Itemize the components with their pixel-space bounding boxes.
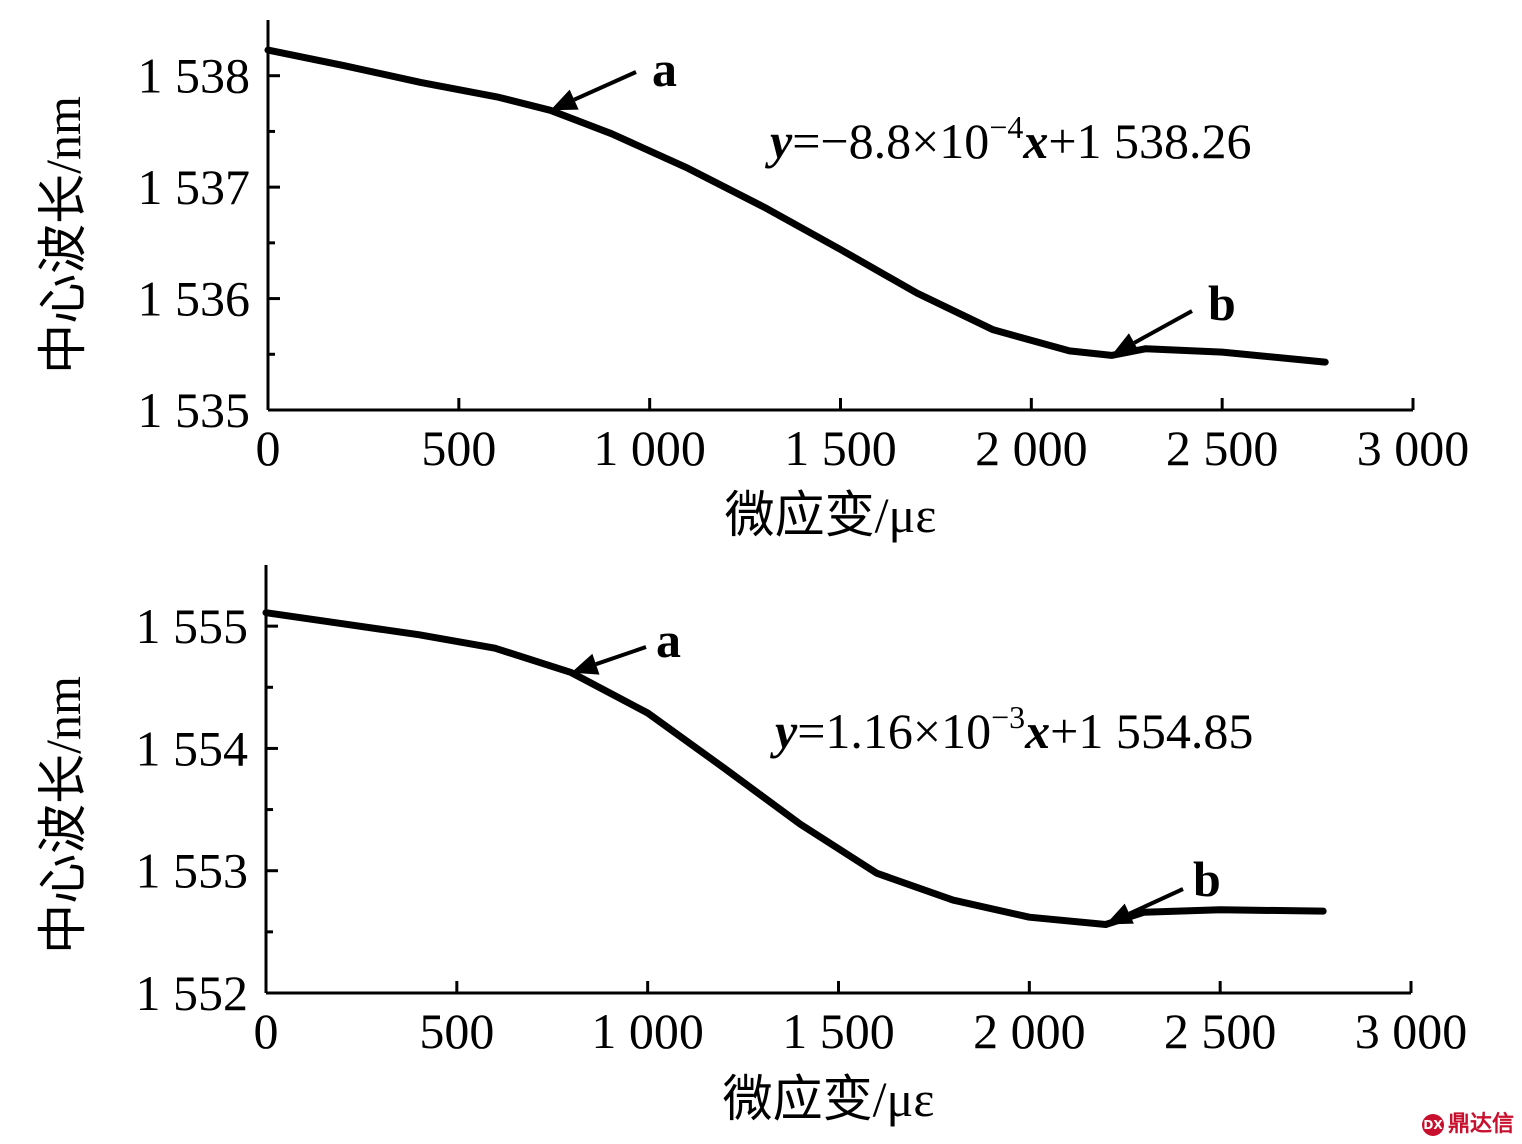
annotation-a: a <box>550 41 677 111</box>
y-tick-label: 1 538 <box>138 48 251 104</box>
annotation-b: b <box>1105 851 1221 925</box>
y-tick-label: 1 555 <box>136 598 249 654</box>
watermark: DX 鼎达信 <box>1421 1106 1514 1138</box>
annotation-a: a <box>571 612 681 675</box>
arrow-head <box>550 89 579 111</box>
annotation-label: b <box>1193 851 1221 907</box>
arrow-shaft <box>595 645 647 667</box>
arrow-shaft <box>573 70 637 102</box>
annotation-label: a <box>652 41 677 97</box>
series-line <box>264 46 1329 366</box>
y-tick-label: 1 552 <box>136 965 249 1021</box>
y-tick-label: 1 554 <box>136 720 249 776</box>
series-line <box>262 609 1327 928</box>
arrow-head <box>1105 903 1134 925</box>
chart-2: 0 500 1 000 1 500 2 000 2 500 3 000 1 552 1 553 1… <box>35 565 1467 1127</box>
x-tick-label: 500 <box>421 420 496 476</box>
arrow-head <box>1111 333 1140 356</box>
annotation-b: b <box>1111 275 1236 356</box>
y-tick-label: 1 553 <box>136 843 249 899</box>
arrow-head <box>571 653 600 675</box>
annotation-label: b <box>1208 275 1236 331</box>
x-tick-label: 1 000 <box>591 1003 704 1059</box>
watermark-logo-icon: DX <box>1421 1114 1444 1136</box>
y-tick-label: 1 535 <box>138 382 251 438</box>
annotation-label: a <box>656 612 681 668</box>
x-tick-label: 0 <box>256 420 281 476</box>
arrow-shaft <box>1128 887 1184 916</box>
fit-equation: y=−8.8×10−4x+1 538.26 <box>765 109 1252 169</box>
chart-1: 0 500 1 000 1 500 2 000 2 500 3 000 1 535 1 536 1… <box>35 20 1469 543</box>
x-tick-label: 3 000 <box>1357 420 1470 476</box>
x-tick-label: 2 500 <box>1166 420 1279 476</box>
x-tick-label: 2 500 <box>1164 1003 1277 1059</box>
x-axis-title: 微应变/με <box>725 487 937 543</box>
x-axis-title: 微应变/με <box>723 1071 935 1127</box>
fit-equation: y=1.16×10−3x+1 554.85 <box>770 699 1253 759</box>
x-tick-label: 1 500 <box>782 1003 895 1059</box>
y-axis-title: 中心波长/nm <box>35 96 91 374</box>
x-tick-label: 2 000 <box>973 1003 1086 1059</box>
arrow-shaft <box>1133 309 1193 345</box>
watermark-text: 鼎达信 <box>1447 1112 1514 1137</box>
x-tick-label: 2 000 <box>975 420 1088 476</box>
x-tick-label: 3 000 <box>1355 1003 1468 1059</box>
y-tick-label: 1 536 <box>138 271 251 327</box>
y-tick-label: 1 537 <box>138 159 251 215</box>
x-tick-label: 500 <box>419 1003 494 1059</box>
x-tick-label: 1 000 <box>593 420 706 476</box>
y-axis-title: 中心波长/nm <box>35 676 91 954</box>
x-tick-label: 1 500 <box>784 420 897 476</box>
x-tick-label: 0 <box>254 1003 279 1059</box>
